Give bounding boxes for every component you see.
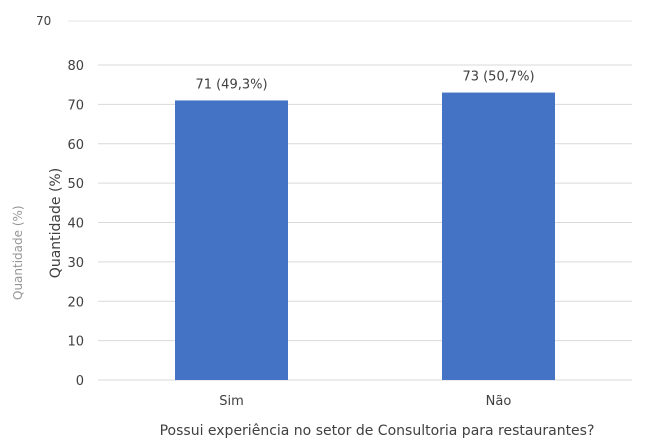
y-tick-label-10: 10: [67, 335, 84, 350]
y-tick-label-40: 40: [67, 217, 84, 232]
bars: [175, 92, 555, 380]
data-labels: 71 (49,3%) 73 (50,7%): [195, 70, 534, 93]
ghost-ylabel: Quantidade (%): [11, 205, 25, 300]
y-tick-label-70: 70: [67, 98, 84, 113]
y-tick-label-50: 50: [67, 177, 84, 192]
y-tick-label-30: 30: [67, 256, 84, 271]
y-tick-label-20: 20: [67, 295, 84, 310]
ghost-tick-label: 70: [36, 14, 51, 28]
x-axis-categories: Sim Não: [219, 394, 511, 409]
x-axis-title: Possui experiência no setor de Consultor…: [160, 423, 595, 439]
bar-sim: [175, 100, 288, 380]
data-label-nao: 73 (50,7%): [462, 70, 534, 85]
y-tick-label-80: 80: [67, 59, 84, 74]
bar-nao: [442, 92, 555, 380]
y-axis-title: Quantidade (%): [48, 168, 64, 278]
data-label-sim: 71 (49,3%): [195, 77, 267, 92]
y-tick-label-60: 60: [67, 138, 84, 153]
x-tick-label-sim: Sim: [219, 394, 244, 409]
y-tick-label-0: 0: [76, 374, 84, 389]
y-axis-ticks: 0 10 20 30 40 50 60 70 80: [67, 59, 84, 389]
x-tick-label-nao: Não: [486, 394, 512, 409]
